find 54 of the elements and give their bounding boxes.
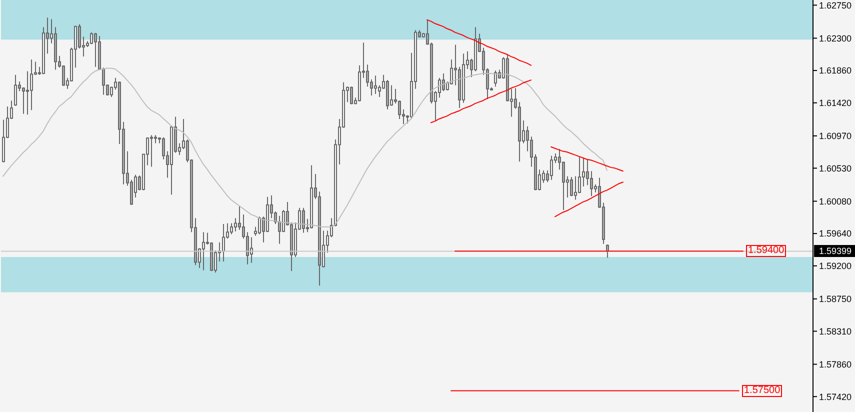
- candlestick: [94, 32, 97, 68]
- candlestick: [78, 24, 81, 49]
- candlestick: [570, 176, 573, 197]
- candlestick: [26, 70, 29, 116]
- ref-line-label: 1.59399: [814, 245, 855, 258]
- y-tick-label: 1.61860: [819, 66, 852, 76]
- y-tick-label: 1.57860: [819, 359, 852, 370]
- line-series: [550, 146, 624, 172]
- y-tick-label: 1.60970: [819, 131, 852, 142]
- candlestick: [378, 84, 381, 98]
- line-series: [430, 80, 532, 124]
- y-tick-label: 1.62750: [819, 0, 852, 10]
- candlestick: [390, 84, 393, 106]
- candlestick: [366, 64, 369, 88]
- line-series: [554, 182, 624, 218]
- y-tick-label: 1.58750: [819, 294, 852, 304]
- candlestick: [234, 218, 237, 232]
- y-tick-label: 1.60080: [819, 196, 852, 206]
- series-label: 1.57500: [742, 384, 782, 397]
- candlestick: [110, 86, 113, 98]
- candlestick: [574, 176, 577, 200]
- candlestick: [250, 236, 253, 264]
- line-series: [426, 19, 532, 66]
- candlestick: [258, 216, 261, 235]
- candlestick: [102, 67, 105, 96]
- candlestick: [30, 58, 33, 111]
- candlestick: [374, 75, 377, 95]
- candlestick: [398, 100, 401, 120]
- candlestick: [150, 134, 153, 168]
- y-tick-label: 1.60530: [819, 163, 852, 174]
- candlestick: [442, 72, 445, 92]
- candlestick: [494, 70, 497, 88]
- candlestick: [550, 155, 553, 180]
- y-tick-label: 1.61420: [819, 98, 852, 108]
- y-tick-label: 1.59640: [819, 228, 852, 239]
- candlestick: [586, 158, 589, 186]
- candlestick: [278, 215, 281, 244]
- candlestick: [438, 77, 441, 98]
- candlestick: [350, 86, 353, 105]
- candlestick: [202, 232, 205, 271]
- candlestick: [230, 222, 233, 235]
- candlestick: [282, 210, 285, 233]
- candlestick: [578, 156, 581, 194]
- candlestick: [590, 170, 593, 197]
- y-tick-label: 1.57420: [819, 392, 852, 402]
- candlestick: [22, 86, 25, 114]
- series-label: 1.59400: [746, 245, 786, 258]
- candlestick: [14, 74, 17, 106]
- candlestick: [302, 207, 305, 234]
- candlestick: [62, 64, 65, 86]
- candlestick: [222, 223, 225, 262]
- y-tick-label: 1.59200: [819, 261, 852, 272]
- y-tick-label: 1.58310: [819, 326, 852, 336]
- y-tick-label: 1.62300: [819, 33, 852, 44]
